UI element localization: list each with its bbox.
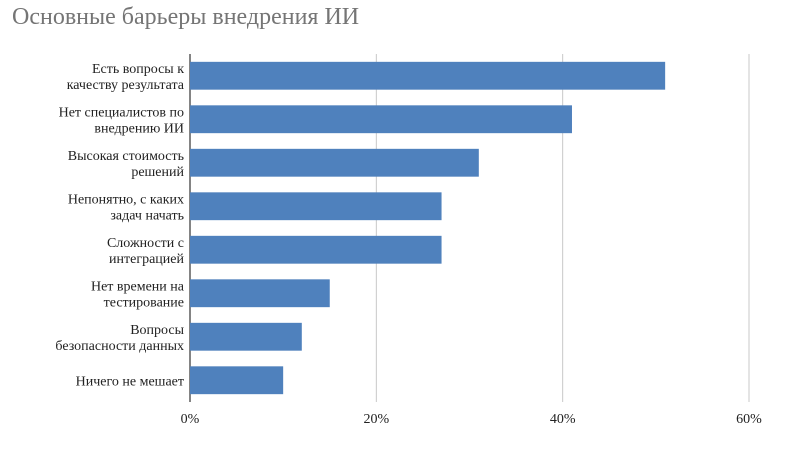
bar — [190, 105, 572, 134]
bars — [190, 61, 666, 395]
bar — [190, 192, 442, 221]
bar — [190, 322, 302, 351]
bar — [190, 235, 442, 264]
bar — [190, 148, 479, 177]
category-labels: Есть вопросы к качеству результата Нет спе… — [55, 62, 184, 390]
chart-title: Основные барьеры внедрения ИИ — [12, 4, 360, 30]
category-label: Ничего не мешает — [76, 374, 184, 389]
category-label: Непонятно, с каких задач начать — [68, 192, 184, 223]
category-label: Есть вопросы к качеству результата — [67, 62, 185, 93]
category-label: Нет времени на тестирование — [91, 279, 185, 310]
x-tick-label: 0% — [181, 412, 200, 427]
x-tick-label: 40% — [550, 412, 576, 427]
x-tick-label: 20% — [363, 412, 389, 427]
category-label: Нет специалистов по внедрению ИИ — [59, 105, 184, 136]
bar — [190, 366, 284, 395]
x-tick-label: 60% — [736, 412, 762, 427]
x-tick-labels: 0% 20% 40% 60% — [181, 412, 763, 427]
bar — [190, 279, 330, 308]
category-label: Высокая стоимость решений — [68, 149, 185, 180]
bar — [190, 61, 666, 90]
category-label: Сложности с интеграцией — [107, 236, 185, 267]
category-label: Вопросы безопасности данных — [55, 323, 184, 354]
